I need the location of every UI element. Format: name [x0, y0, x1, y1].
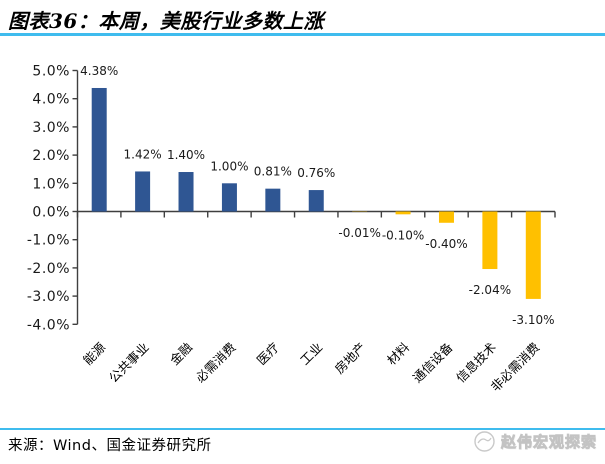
category-label: 必需消费	[193, 340, 239, 386]
source-text: 来源：Wind、国金证券研究所	[8, 438, 212, 454]
y-tick-label: 1.0%	[32, 176, 70, 192]
title-divider	[0, 33, 605, 36]
bar-value-label: -0.40%	[425, 237, 467, 251]
bar-value-label: 1.00%	[210, 159, 248, 173]
y-tick-label: -3.0%	[27, 289, 70, 305]
bar-5	[308, 190, 324, 212]
bar-value-label: 1.40%	[167, 148, 205, 162]
y-tick-label: -2.0%	[27, 261, 70, 277]
bar-2	[178, 172, 194, 212]
bar-4	[265, 188, 281, 212]
category-label: 医疗	[254, 340, 282, 368]
y-tick-label: -4.0%	[27, 317, 70, 333]
watermark-logo-icon	[474, 431, 495, 452]
category-label: 工业	[297, 340, 325, 368]
bar-value-label: 4.38%	[80, 64, 118, 78]
y-tick-label: 0.0%	[32, 205, 70, 221]
bar-value-label: -0.01%	[338, 226, 380, 240]
figure-title: 图表36：本周，美股行业多数上涨	[8, 9, 324, 33]
y-tick-label: 4.0%	[32, 92, 70, 108]
bar-3	[221, 183, 237, 212]
category-label: 金融	[167, 339, 196, 368]
y-tick-label: 3.0%	[32, 120, 70, 136]
bar-10	[525, 211, 541, 299]
y-tick-label: 2.0%	[32, 148, 70, 164]
bar-value-label: -3.10%	[512, 313, 554, 327]
watermark-text: 赵伟宏观探索	[500, 433, 597, 452]
category-label: 材料	[384, 339, 413, 368]
bar-0	[91, 87, 107, 212]
category-label: 房地产	[332, 340, 369, 377]
category-label: 公共事业	[106, 340, 152, 386]
y-tick-label: 5.0%	[32, 64, 70, 80]
bar-value-label: 0.81%	[254, 165, 292, 179]
category-label: 通信设备	[410, 339, 456, 385]
watermark: 赵伟宏观探索	[473, 430, 597, 453]
bar-value-label: -0.10%	[382, 228, 424, 242]
bar-7	[395, 211, 411, 215]
bar-value-label: 1.42%	[124, 147, 162, 161]
y-tick-label: -1.0%	[27, 233, 70, 249]
bar-8	[438, 211, 454, 223]
bar-chart: 5.0% 4.0% 3.0% 2.0% 1.0% 0.0% -1.0% -2.0% -3.0% -…	[27, 64, 556, 394]
category-label: 能源	[80, 339, 109, 368]
bar-value-label: 0.76%	[297, 166, 335, 180]
bar-9	[482, 211, 498, 270]
bar-value-label: -2.04%	[469, 283, 511, 297]
bar-1	[135, 171, 151, 212]
footer-divider	[0, 428, 605, 430]
